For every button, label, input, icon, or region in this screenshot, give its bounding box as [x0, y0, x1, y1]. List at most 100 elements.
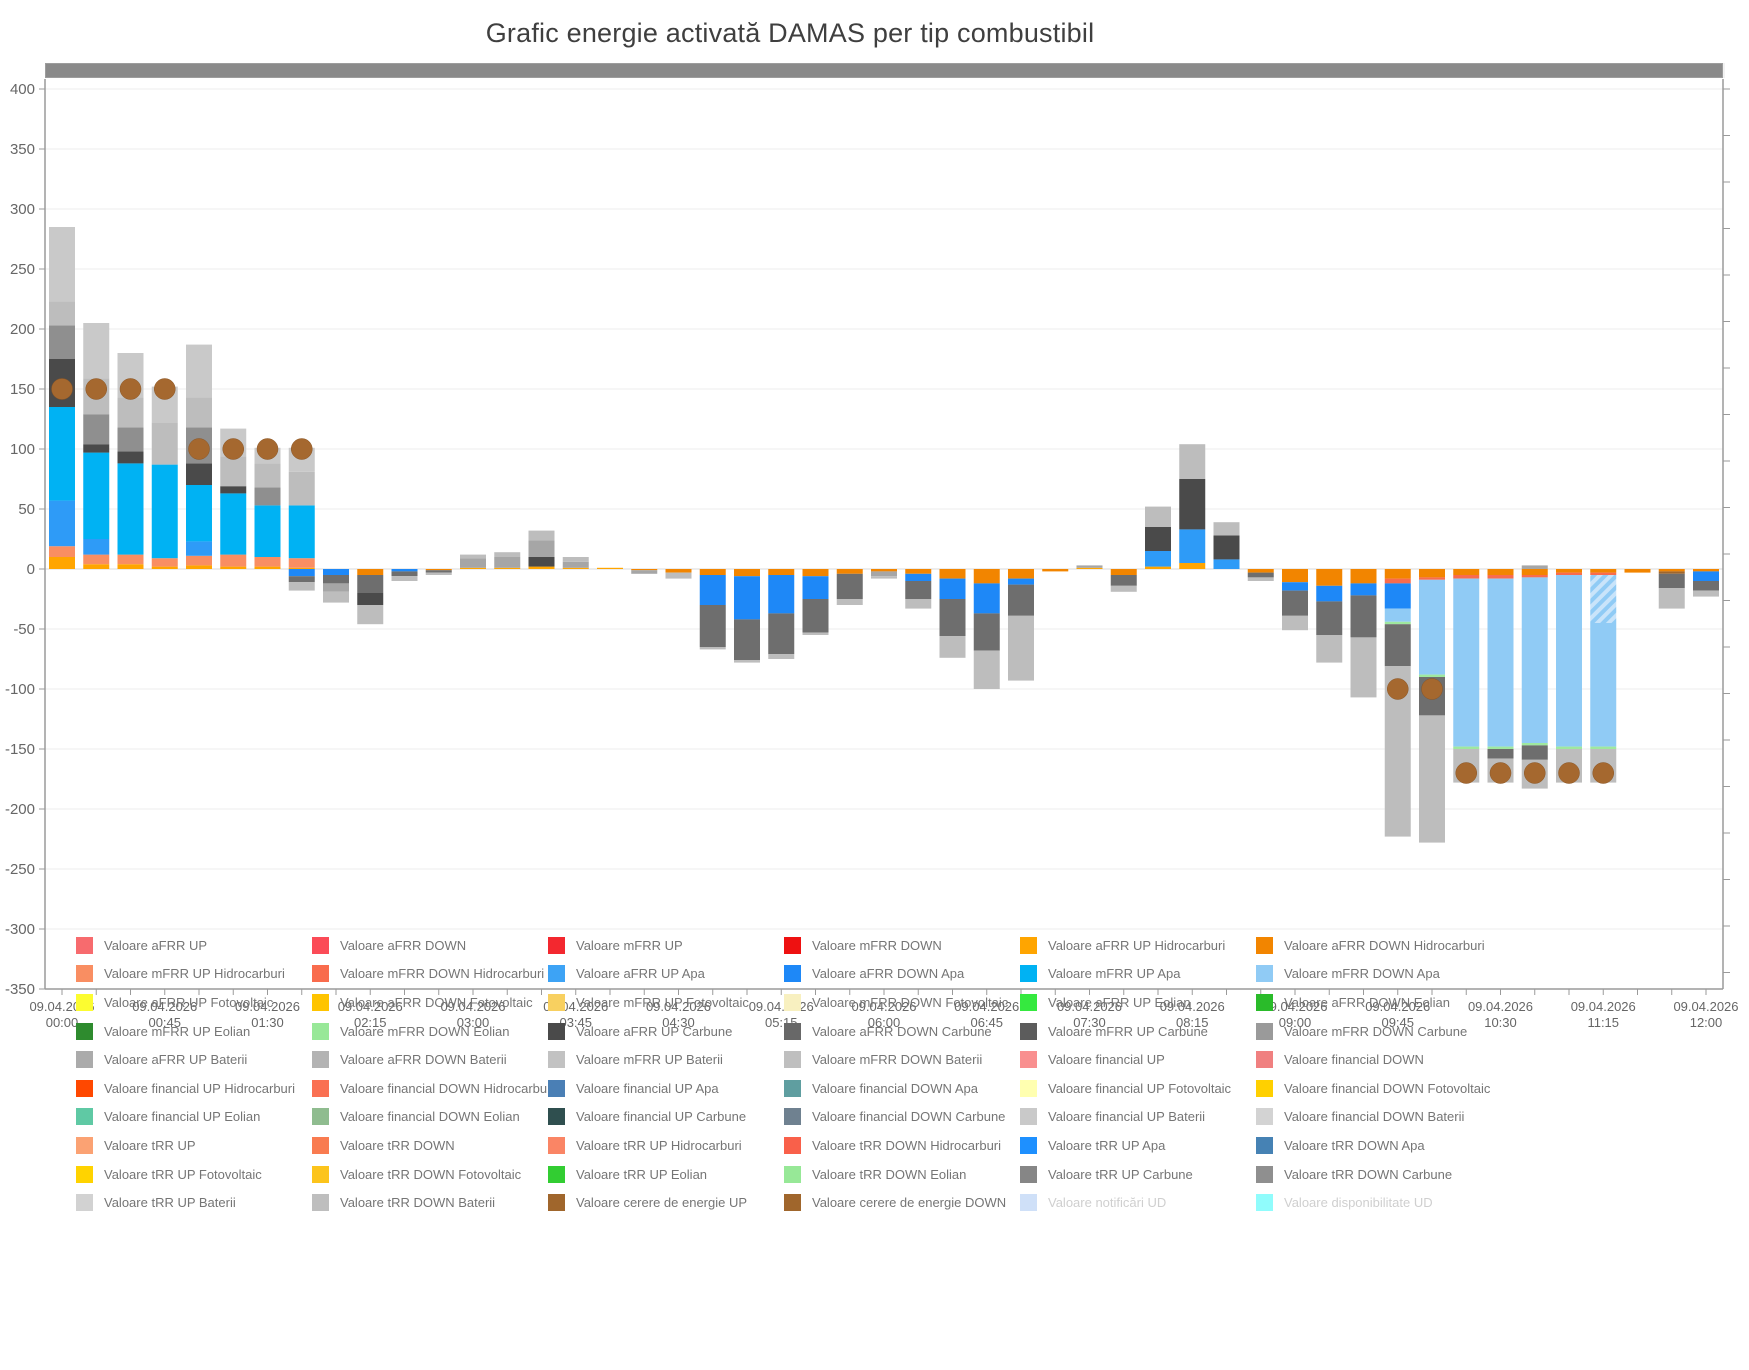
- segment-Valoare aFRR DOWN Apa[interactable]: [288, 569, 315, 577]
- segment-Valoare mFRR UP Carbune[interactable]: [49, 325, 75, 359]
- segment-Valoare aFRR UP Hidrocarburi[interactable]: [1145, 566, 1171, 569]
- top-scrollbar-track[interactable]: [45, 63, 1725, 78]
- legend-item-valoare-trr-down-eolian[interactable]: Valoare tRR DOWN Eolian: [784, 1165, 1020, 1183]
- segment-Valoare mFRR DOWN Hidrocarburi[interactable]: [1419, 577, 1445, 580]
- legend-item-valoare-mfrr-down[interactable]: Valoare mFRR DOWN: [784, 936, 1020, 954]
- legend-item-valoare-mfrr-down-fotovoltaic[interactable]: Valoare mFRR DOWN Fotovoltaic: [784, 993, 1020, 1011]
- bar-stack-03:30[interactable]: [528, 530, 555, 569]
- bar-stack-04:30[interactable]: [665, 569, 692, 579]
- bar-stack-07:00[interactable]: [1008, 569, 1034, 681]
- legend-item-valoare-mfrr-down-baterii[interactable]: Valoare mFRR DOWN Baterii: [784, 1051, 1020, 1069]
- bar-stack-03:15[interactable]: [494, 552, 521, 569]
- segment-Valoare mFRR UP Hidrocarburi[interactable]: [83, 554, 110, 565]
- segment-Valoare mFRR DOWN Carbune[interactable]: [734, 619, 760, 661]
- bar-stack-10:45[interactable]: [1521, 565, 1548, 789]
- legend-item-valoare-trr-up-apa[interactable]: Valoare tRR UP Apa: [1020, 1136, 1256, 1154]
- segment-Valoare aFRR DOWN Hidrocarburi[interactable]: [425, 569, 452, 571]
- segment-Valoare aFRR DOWN Hidrocarburi[interactable]: [1453, 569, 1480, 575]
- segment-Valoare mFRR DOWN Hidrocarburi[interactable]: [1590, 572, 1617, 575]
- segment-Valoare aFRR Baterii[interactable]: [665, 572, 692, 579]
- segment-Valoare aFRR Baterii[interactable]: [220, 456, 247, 487]
- segment-Valoare aFRR Baterii[interactable]: [939, 636, 966, 658]
- segment-Valoare aFRR UP Hidrocarburi[interactable]: [288, 567, 315, 569]
- segment-Valoare aFRR DOWN Hidrocarburi[interactable]: [1042, 569, 1069, 572]
- segment-Valoare tRR UP Carbune[interactable]: [1076, 565, 1103, 568]
- demand-up-marker[interactable]: [291, 438, 313, 460]
- segment-Valoare aFRR DOWN Apa[interactable]: [1008, 578, 1034, 585]
- segment-Valoare tRR DOWN Eolian[interactable]: [1556, 746, 1582, 749]
- segment-Valoare mFRR DOWN Carbune[interactable]: [1350, 595, 1377, 638]
- legend-item-valoare-mfrr-down-apa[interactable]: Valoare mFRR DOWN Apa: [1256, 965, 1492, 983]
- segment-Valoare mFRR DOWN Carbune[interactable]: [1487, 749, 1514, 759]
- legend-item-valoare-trr-down-apa[interactable]: Valoare tRR DOWN Apa: [1256, 1136, 1492, 1154]
- bar-stack-11:45[interactable]: [1658, 569, 1685, 609]
- legend-item-valoare-mfrr-down-eolian[interactable]: Valoare mFRR DOWN Eolian: [312, 1022, 548, 1040]
- segment-Valoare aFRR DOWN Hidrocarburi[interactable]: [836, 569, 863, 574]
- segment-Valoare mFRR DOWN Apa[interactable]: [1590, 623, 1617, 747]
- demand-up-marker[interactable]: [51, 378, 73, 400]
- segment-Valoare aFRR DOWN Hidrocarburi[interactable]: [905, 569, 932, 574]
- segment-Valoare tRR UP Carbune[interactable]: [460, 558, 486, 568]
- bar-stack-05:45[interactable]: [836, 569, 863, 605]
- segment-Valoare mFRR DOWN Apa (hatched / disponibilitate UD)[interactable]: [1590, 575, 1617, 623]
- segment-Valoare aFRR UP Hidrocarburi[interactable]: [494, 567, 521, 569]
- segment-Valoare aFRR DOWN Hidrocarburi[interactable]: [973, 569, 1000, 584]
- segment-Valoare tRR DOWN Eolian[interactable]: [1419, 674, 1445, 677]
- legend-item-valoare-afrr-up[interactable]: Valoare aFRR UP: [76, 936, 312, 954]
- segment-Valoare mFRR UP Carbune[interactable]: [117, 427, 144, 452]
- segment-Valoare mFRR DOWN Carbune[interactable]: [357, 575, 384, 593]
- segment-Valoare mFRR UP Apa[interactable]: [117, 463, 144, 555]
- segment-Valoare aFRR DOWN Apa[interactable]: [768, 575, 795, 614]
- segment-Valoare aFRR Baterii[interactable]: [425, 572, 452, 575]
- segment-Valoare tRR DOWN Eolian[interactable]: [1487, 746, 1514, 749]
- legend-item-valoare-trr-up-eolian[interactable]: Valoare tRR UP Eolian: [548, 1165, 784, 1183]
- segment-Valoare aFRR DOWN Hidrocarburi[interactable]: [1384, 569, 1411, 579]
- segment-Valoare aFRR Baterii[interactable]: [871, 576, 897, 579]
- bar-stack-09:15[interactable]: [1316, 569, 1343, 663]
- segment-Valoare aFRR Baterii[interactable]: [1145, 506, 1171, 527]
- segment-Valoare mFRR UP Apa[interactable]: [186, 485, 212, 542]
- legend-item-valoare-afrr-down-baterii[interactable]: Valoare aFRR DOWN Baterii: [312, 1051, 548, 1069]
- segment-Valoare aFRR UP Carbune[interactable]: [1145, 527, 1171, 551]
- legend-item-valoare-financial-down[interactable]: Valoare financial DOWN: [1256, 1051, 1492, 1069]
- segment-Valoare mFRR UP Hidrocarburi[interactable]: [254, 557, 281, 567]
- bar-stack-10:30[interactable]: [1487, 569, 1514, 783]
- segment-Valoare mFRR DOWN Carbune[interactable]: [905, 581, 932, 599]
- segment-Valoare aFRR DOWN Hidrocarburi[interactable]: [1487, 569, 1514, 575]
- segment-Valoare mFRR DOWN Carbune[interactable]: [1521, 745, 1548, 760]
- segment-Valoare aFRR Baterii[interactable]: [1658, 588, 1685, 609]
- segment-Valoare aFRR DOWN Hidrocarburi[interactable]: [1316, 569, 1343, 586]
- segment-Valoare aFRR UP Apa[interactable]: [186, 541, 212, 556]
- legend-item-valoare-trr-down-fotovoltaic[interactable]: Valoare tRR DOWN Fotovoltaic: [312, 1165, 548, 1183]
- segment-Valoare aFRR DOWN Apa[interactable]: [391, 569, 418, 572]
- segment-Valoare aFRR DOWN Hidrocarburi[interactable]: [631, 569, 658, 571]
- bar-stack-03:45[interactable]: [562, 557, 589, 569]
- segment-Valoare aFRR Baterii[interactable]: [357, 605, 384, 625]
- segment-Valoare aFRR Baterii[interactable]: [562, 557, 589, 562]
- segment-Valoare aFRR UP Hidrocarburi[interactable]: [460, 567, 486, 569]
- segment-Valoare aFRR Baterii[interactable]: [49, 301, 75, 326]
- bar-stack-05:15[interactable]: [768, 569, 795, 659]
- legend-item-valoare-afrr-up-apa[interactable]: Valoare aFRR UP Apa: [548, 965, 784, 983]
- segment-Valoare aFRR Baterii[interactable]: [460, 554, 486, 559]
- bar-stack-00:00[interactable]: [49, 227, 75, 569]
- energy-demand-markers[interactable]: [51, 378, 1614, 784]
- segment-Valoare mFRR DOWN Carbune[interactable]: [288, 576, 315, 583]
- segment-Valoare aFRR Baterii[interactable]: [905, 599, 932, 609]
- segment-Valoare mFRR DOWN Apa[interactable]: [1521, 577, 1548, 743]
- segment-Valoare aFRR UP Apa[interactable]: [1213, 559, 1240, 569]
- legend-item-valoare-financial-down-apa[interactable]: Valoare financial DOWN Apa: [784, 1079, 1020, 1097]
- segment-Valoare aFRR DOWN Apa[interactable]: [323, 569, 349, 575]
- legend-item-valoare-afrr-down-carbune[interactable]: Valoare aFRR DOWN Carbune: [784, 1022, 1020, 1040]
- segment-Valoare mFRR Baterii[interactable]: [83, 323, 110, 379]
- demand-down-marker[interactable]: [1558, 762, 1580, 784]
- segment-Valoare tRR UP Carbune[interactable]: [1521, 565, 1548, 569]
- bar-stack-06:45[interactable]: [973, 569, 1000, 689]
- legend-item-valoare-mfrr-up-baterii[interactable]: Valoare mFRR UP Baterii: [548, 1051, 784, 1069]
- legend-item-valoare-trr-down[interactable]: Valoare tRR DOWN: [312, 1136, 548, 1154]
- segment-Valoare aFRR DOWN Apa[interactable]: [699, 575, 726, 605]
- segment-Valoare tRR DOWN Eolian[interactable]: [1590, 746, 1617, 749]
- segment-Valoare mFRR UP Hidrocarburi[interactable]: [220, 554, 247, 567]
- demand-down-marker[interactable]: [1455, 762, 1477, 784]
- segment-Valoare aFRR Baterii[interactable]: [186, 397, 212, 428]
